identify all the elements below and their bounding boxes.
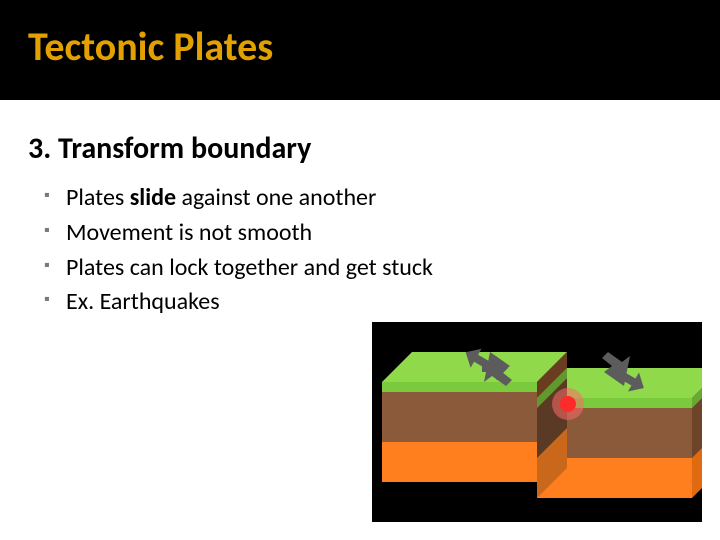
bullet-list: Plates slide against one another Movemen… xyxy=(28,181,700,320)
epicenter-icon xyxy=(560,396,576,412)
diagram-svg xyxy=(372,322,702,522)
bullet-text: Plates can lock together and get stuck xyxy=(66,253,433,282)
slide-header: Tectonic Plates xyxy=(0,0,720,85)
bullet-text: Ex. Earthquakes xyxy=(66,287,220,316)
subheading: 3. Transform boundary xyxy=(28,130,700,167)
list-item: Plates can lock together and get stuck xyxy=(66,251,700,286)
bullet-text: against one another xyxy=(176,183,376,212)
slide-title: Tectonic Plates xyxy=(28,22,720,71)
list-item: Ex. Earthquakes xyxy=(66,285,700,320)
bullet-text: Movement is not smooth xyxy=(66,218,312,247)
transform-boundary-diagram xyxy=(372,322,702,522)
bullet-text-bold: slide xyxy=(130,183,176,212)
content-area: 3. Transform boundary Plates slide again… xyxy=(0,100,720,540)
list-item: Movement is not smooth xyxy=(66,216,700,251)
bullet-text: Plates xyxy=(66,183,130,212)
list-item: Plates slide against one another xyxy=(66,181,700,216)
